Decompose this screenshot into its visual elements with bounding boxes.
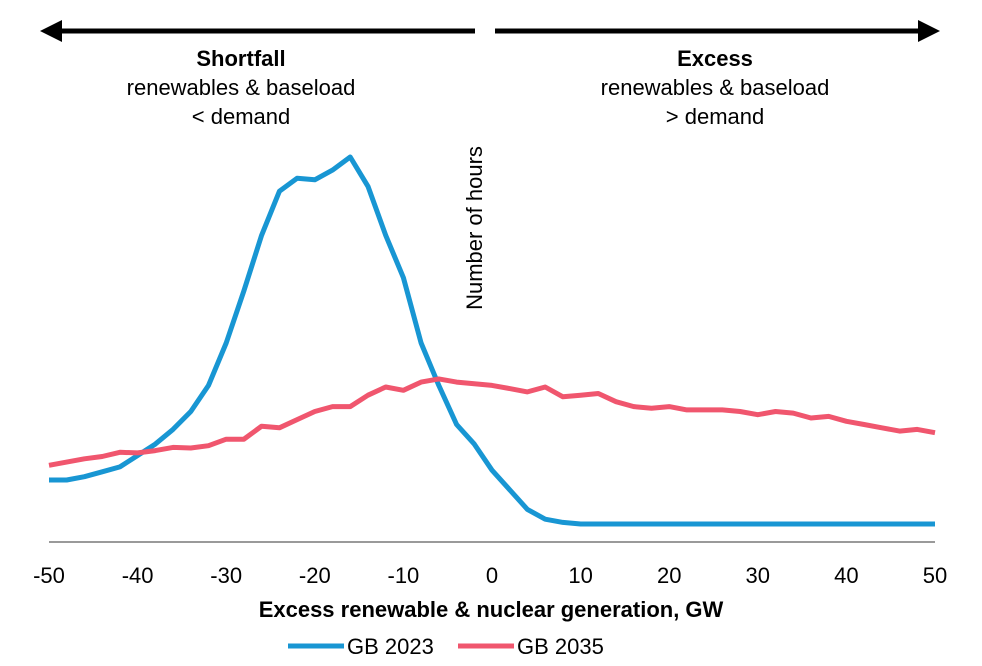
x-tick-label: -40 (122, 563, 154, 588)
x-tick-label: 30 (746, 563, 770, 588)
y-axis-label: Number of hours (462, 146, 487, 310)
series-line-gb-2035 (48, 376, 936, 468)
legend-label-gb-2023: GB 2023 (347, 634, 434, 659)
shortfall-line2: < demand (192, 104, 290, 129)
x-tick-labels: -50 -40 -30 -20 -10 0 10 20 30 40 50 (33, 563, 947, 588)
excess-arrow (495, 20, 940, 42)
x-tick-label: 20 (657, 563, 681, 588)
shortfall-title: Shortfall (196, 46, 285, 71)
x-tick-label: 40 (834, 563, 858, 588)
excess-line2: > demand (666, 104, 764, 129)
series-layer (48, 154, 936, 527)
x-tick-label: 0 (486, 563, 498, 588)
excess-line1: renewables & baseload (601, 75, 830, 100)
x-tick-label: -20 (299, 563, 331, 588)
x-tick-label: 50 (923, 563, 947, 588)
x-tick-label: -30 (210, 563, 242, 588)
x-axis-label: Excess renewable & nuclear generation, G… (259, 597, 724, 622)
series-line-gb-2023 (49, 154, 935, 527)
x-tick-label: 10 (568, 563, 592, 588)
legend: GB 2023 GB 2035 (288, 634, 604, 659)
shortfall-line1: renewables & baseload (127, 75, 356, 100)
legend-label-gb-2035: GB 2035 (517, 634, 604, 659)
excess-title: Excess (677, 46, 753, 71)
x-tick-label: -50 (33, 563, 65, 588)
x-tick-label: -10 (388, 563, 420, 588)
shortfall-arrow (40, 20, 475, 42)
